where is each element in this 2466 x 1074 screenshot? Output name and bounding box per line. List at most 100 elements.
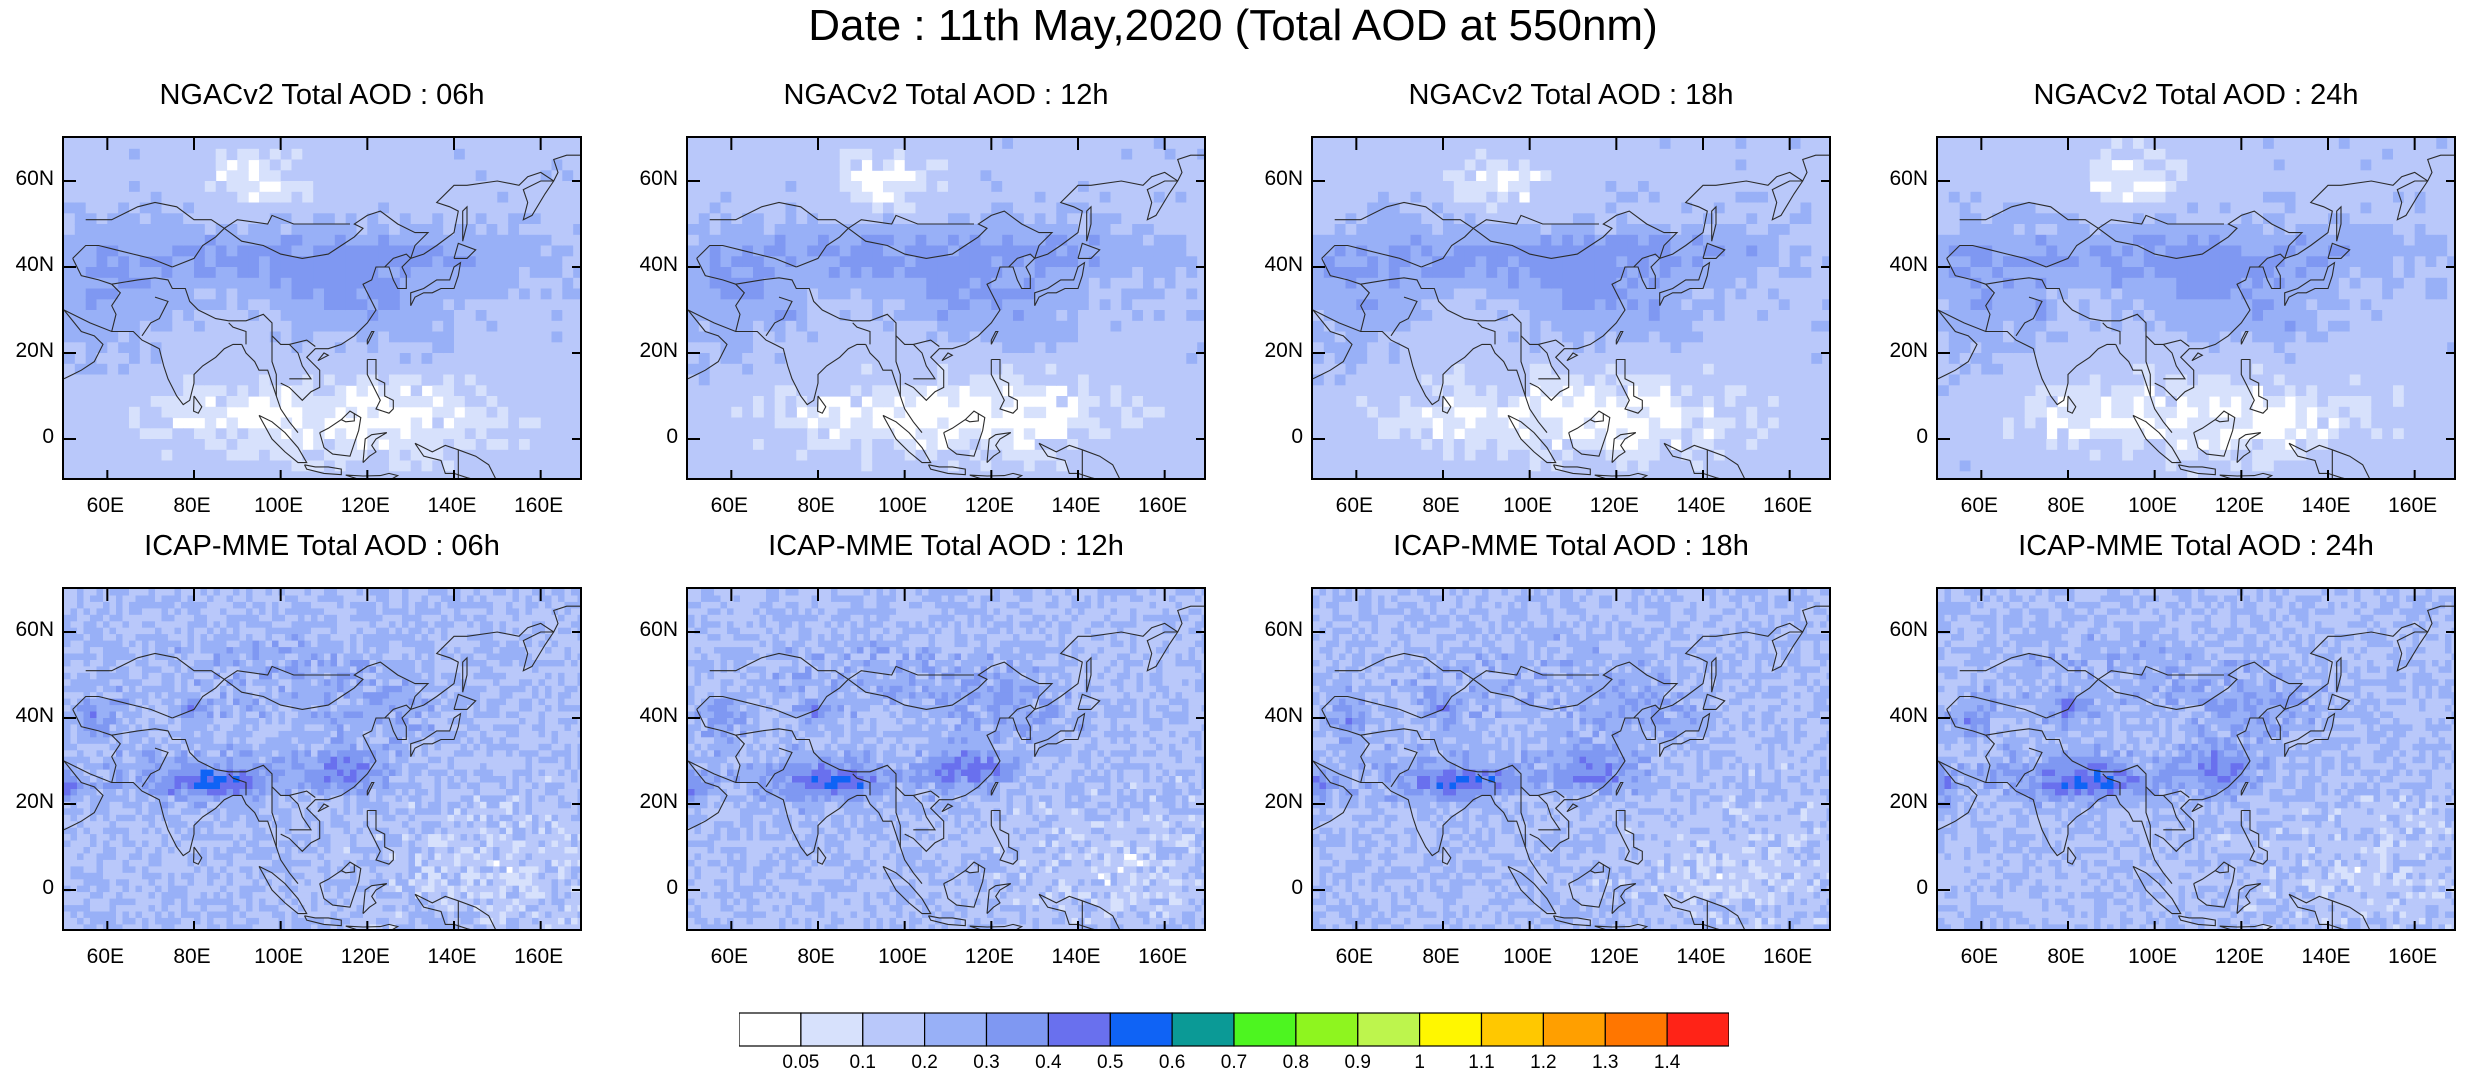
icap-aod-map [62,587,582,931]
lat-tick-label: 60N [1255,618,1303,642]
lon-tick-label: 160E [1758,945,1818,969]
lat-tick-label: 20N [6,339,54,363]
lon-tick-label: 60E [1324,494,1384,518]
aod-field [1938,589,2456,931]
lat-tick-label: 20N [1255,339,1303,363]
lat-tick-label: 20N [1880,339,1928,363]
icap-aod-map [1311,587,1831,931]
lon-tick-label: 160E [509,494,569,518]
colorbar-box [1543,1013,1605,1046]
lat-tick-label: 20N [630,339,678,363]
lon-tick-label: 100E [2123,494,2183,518]
colorbar-box [1234,1013,1296,1046]
lat-tick-label: 40N [630,253,678,277]
aod-field [1313,589,1831,931]
lon-tick-label: 80E [2036,494,2096,518]
lon-tick-label: 80E [786,945,846,969]
panel-title: NGACv2 Total AOD : 24h [1936,78,2456,112]
lon-tick-label: 140E [1046,945,1106,969]
lon-tick-label: 140E [422,494,482,518]
aod-field [688,589,1206,931]
lon-tick-label: 120E [1584,945,1644,969]
colorbar-box [1420,1013,1482,1046]
lat-tick-label: 0 [630,876,678,900]
lon-tick-label: 60E [1949,494,2009,518]
lat-tick-label: 0 [1880,425,1928,449]
lon-tick-label: 140E [2296,945,2356,969]
lon-tick-label: 160E [1758,494,1818,518]
lon-tick-label: 160E [2383,494,2443,518]
colorbar-box [1172,1013,1234,1046]
colorbar-box [1296,1013,1358,1046]
lat-tick-label: 60N [630,618,678,642]
lat-tick-label: 40N [6,704,54,728]
lon-tick-label: 140E [1046,494,1106,518]
lat-tick-label: 60N [1880,167,1928,191]
lat-tick-label: 60N [1880,618,1928,642]
lon-tick-label: 120E [2209,945,2269,969]
lon-tick-label: 140E [2296,494,2356,518]
lon-tick-label: 100E [1498,945,1558,969]
lon-tick-label: 140E [1671,945,1731,969]
lon-tick-label: 160E [1133,494,1193,518]
lon-tick-label: 100E [873,945,933,969]
lat-tick-label: 0 [1880,876,1928,900]
lon-tick-label: 60E [1949,945,2009,969]
lon-tick-label: 80E [786,494,846,518]
lat-tick-label: 60N [6,167,54,191]
panel-title: NGACv2 Total AOD : 06h [62,78,582,112]
lat-tick-label: 20N [1880,790,1928,814]
lon-tick-label: 120E [335,945,395,969]
colorbar-box [1110,1013,1172,1046]
lon-tick-label: 100E [1498,494,1558,518]
ngac-aod-map [1936,136,2456,480]
ngac-aod-map [1311,136,1831,480]
aod-field [688,138,1206,480]
colorbar-box [801,1013,863,1046]
lat-tick-label: 40N [1880,704,1928,728]
lon-tick-label: 80E [162,494,222,518]
lon-tick-label: 60E [699,945,759,969]
lat-tick-label: 40N [630,704,678,728]
lon-tick-label: 80E [2036,945,2096,969]
lon-tick-label: 60E [1324,945,1384,969]
ngac-aod-map [62,136,582,480]
colorbar-box [739,1013,801,1046]
lat-tick-label: 0 [1255,876,1303,900]
colorbar-box [1048,1013,1110,1046]
lat-tick-label: 60N [1255,167,1303,191]
panel-title: ICAP-MME Total AOD : 12h [686,529,1206,563]
lon-tick-label: 60E [699,494,759,518]
lon-tick-label: 100E [249,945,309,969]
lon-tick-label: 140E [422,945,482,969]
colorbar-box [1667,1013,1729,1046]
panel-title: ICAP-MME Total AOD : 24h [1936,529,2456,563]
aod-field [64,138,582,480]
lon-tick-label: 120E [959,494,1019,518]
lat-tick-label: 0 [630,425,678,449]
colorbar-box [1482,1013,1544,1046]
colorbar-box [1605,1013,1667,1046]
lon-tick-label: 120E [1584,494,1644,518]
lon-tick-label: 100E [249,494,309,518]
lon-tick-label: 80E [162,945,222,969]
lat-tick-label: 60N [6,618,54,642]
lat-tick-label: 40N [1880,253,1928,277]
lon-tick-label: 60E [75,494,135,518]
lon-tick-label: 120E [335,494,395,518]
lat-tick-label: 40N [1255,253,1303,277]
lon-tick-label: 80E [1411,945,1471,969]
lon-tick-label: 160E [509,945,569,969]
lon-tick-label: 100E [2123,945,2183,969]
lat-tick-label: 20N [1255,790,1303,814]
lat-tick-label: 40N [6,253,54,277]
lon-tick-label: 100E [873,494,933,518]
colorbar-box [987,1013,1049,1046]
coastline [818,396,826,413]
lat-tick-label: 0 [6,876,54,900]
icap-aod-map [1936,587,2456,931]
panel-title: ICAP-MME Total AOD : 18h [1311,529,1831,563]
ngac-aod-map [686,136,1206,480]
colorbar-box [863,1013,925,1046]
lon-tick-label: 60E [75,945,135,969]
